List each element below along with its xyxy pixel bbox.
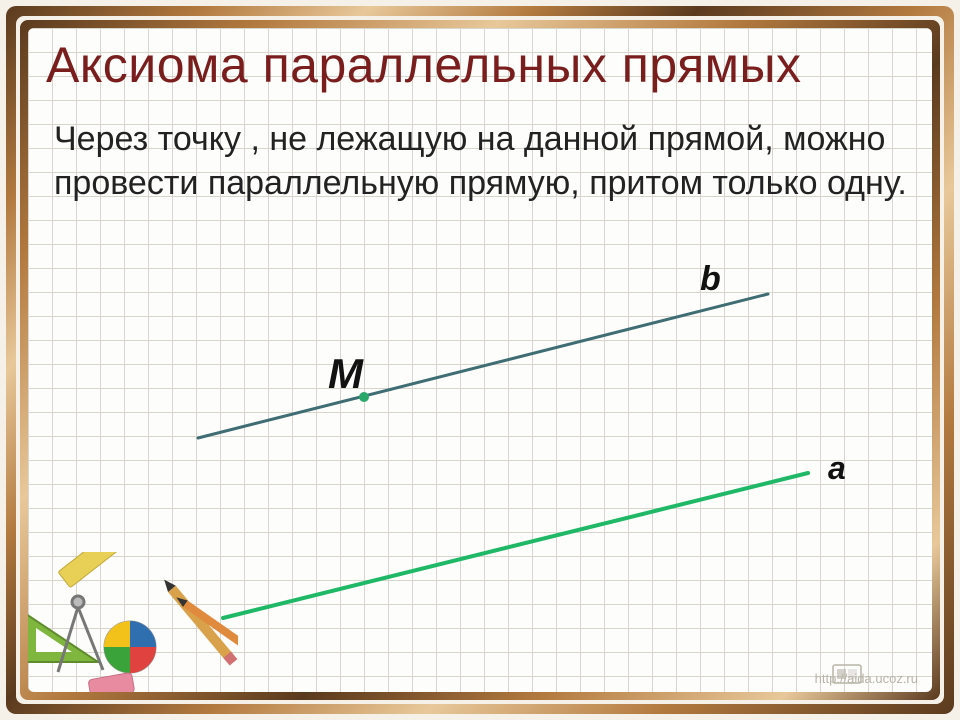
watermark: http://aida.ucoz.ru — [815, 671, 918, 686]
label-b: b — [700, 260, 721, 299]
supplies-icon — [28, 552, 238, 692]
label-M: М — [328, 350, 363, 398]
label-a: a — [828, 450, 846, 487]
slide: Аксиома параллельных прямых Через точку … — [0, 0, 960, 720]
content: Аксиома параллельных прямых Через точку … — [28, 28, 932, 692]
slide-title: Аксиома параллельных прямых — [46, 36, 801, 94]
axiom-text: Через точку , не лежащую на данной прямо… — [54, 118, 914, 205]
